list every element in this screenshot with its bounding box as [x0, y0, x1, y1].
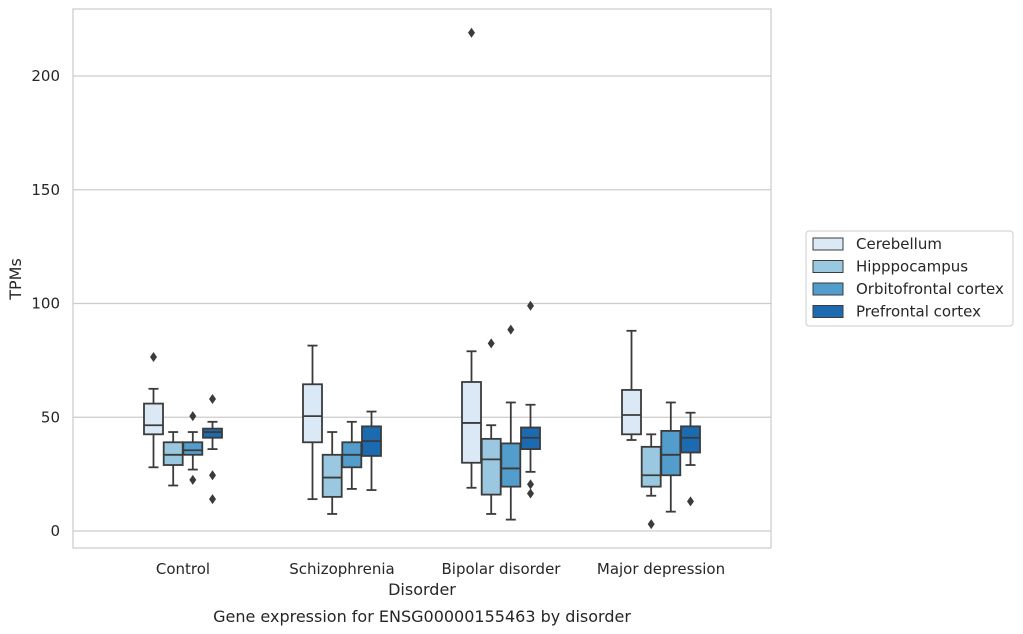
iqr-box: [202, 427, 223, 439]
box-plot-item: [321, 431, 343, 515]
outlier-point: [468, 27, 475, 38]
legend-swatch: [812, 282, 844, 296]
legend-swatch: [812, 305, 844, 318]
y-tick-label: 0: [50, 522, 60, 540]
outlier-point: [687, 496, 694, 507]
box-plot-item: [461, 27, 482, 489]
iqr-box: [302, 383, 323, 444]
box-plot-item: [640, 433, 662, 530]
iqr-box: [621, 389, 642, 436]
outlier-point: [507, 324, 515, 335]
x-tick-label: Bipolar disorder: [442, 560, 562, 578]
legend-label: Hipppocampus: [856, 258, 968, 276]
box-plot-item: [361, 410, 382, 491]
iqr-box: [660, 429, 682, 477]
outlier-point: [189, 411, 197, 422]
y-tick-label: 200: [31, 67, 60, 85]
outlier-point: [527, 488, 534, 499]
series-cerebellum: [143, 27, 642, 501]
outlier-point: [647, 519, 655, 530]
legend: Cerebellum Hipppocampus Orbitofrontal cort…: [805, 230, 1014, 327]
outlier-point: [189, 474, 197, 485]
x-tick-label: Control: [156, 560, 210, 578]
y-tick-label: 150: [31, 181, 60, 199]
box-plot-item: [182, 411, 204, 485]
box-plot-item: [202, 394, 223, 505]
outlier-point: [209, 470, 216, 481]
iqr-box: [321, 453, 343, 498]
plot-area-frame: [72, 8, 772, 549]
box-plot-item: [302, 344, 323, 501]
legend-frame: [805, 230, 1014, 327]
series-prefrontal-cortex: [202, 300, 701, 507]
outlier-point: [527, 479, 534, 490]
box-plot-item: [341, 420, 363, 490]
outlier-point: [150, 351, 157, 362]
box-plot-item: [500, 324, 522, 521]
box-plot-item: [143, 351, 164, 469]
iqr-box: [182, 441, 204, 456]
x-tick-labels: Control Schizophrenia Bipolar disorder Majo…: [156, 560, 725, 578]
legend-swatch: [812, 260, 844, 273]
box-series: [143, 27, 701, 530]
iqr-box: [680, 425, 701, 454]
y-axis-title: TPMs: [6, 258, 25, 301]
iqr-box: [500, 442, 522, 488]
outlier-point: [209, 394, 216, 405]
y-tick-labels: 0 50 100 150 200: [31, 67, 60, 540]
outlier-point: [527, 300, 534, 311]
y-gridlines: [73, 75, 771, 532]
iqr-box: [640, 445, 662, 488]
x-tick-label: Major depression: [597, 560, 725, 578]
y-tick-label: 100: [31, 295, 60, 313]
legend-label: Prefrontal cortex: [856, 303, 981, 321]
outlier-point: [487, 338, 495, 349]
box-plot-item: [660, 401, 682, 513]
box-plot-item: [520, 300, 541, 499]
series-orbitofrontal-cortex: [182, 324, 682, 521]
chart-title: Gene expression for ENSG00000155463 by d…: [213, 607, 631, 626]
iqr-box: [480, 437, 502, 496]
outlier-point: [209, 494, 216, 505]
x-tick-label: Schizophrenia: [289, 560, 394, 578]
box-plot-item: [680, 411, 701, 507]
box-plot-item: [480, 338, 502, 515]
legend-swatch: [812, 237, 844, 251]
legend-label: Cerebellum: [856, 235, 942, 253]
box-plot-item: [621, 329, 642, 441]
iqr-box: [143, 402, 164, 436]
legend-label: Orbitofrontal cortex: [856, 280, 1004, 298]
x-axis-title: Disorder: [388, 580, 456, 599]
y-tick-label: 50: [41, 408, 60, 426]
series-hipppocampus: [162, 338, 662, 530]
iqr-box: [162, 441, 184, 466]
